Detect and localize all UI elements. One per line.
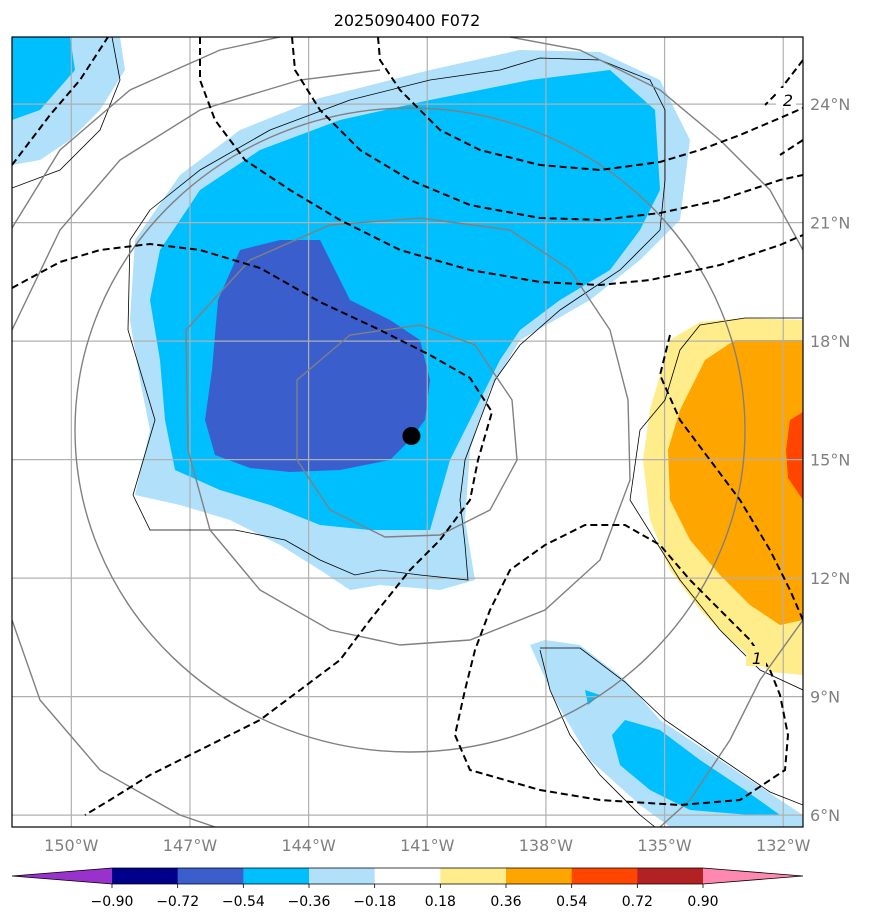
negative-anomaly-fill: [12, 37, 803, 827]
colorbar-tick-label: 0.90: [687, 894, 718, 910]
colorbar-segment: [506, 868, 573, 884]
lat-tick-label: 15°N: [810, 451, 850, 470]
lat-tick-label: 6°N: [810, 806, 840, 825]
longitude-labels: 150°W 147°W 144°W 141°W 138°W 135°W 132°W: [44, 836, 810, 855]
colorbar-tick-label: 0.18: [425, 894, 456, 910]
dashed-contours: [12, 37, 803, 816]
lon-tick-label: 150°W: [44, 836, 99, 855]
contour-label-2: 2: [783, 91, 793, 110]
colorbar-segment: [309, 868, 376, 884]
colorbar-segment: [243, 868, 310, 884]
colorbar-tick-label: 0.72: [622, 894, 653, 910]
colorbar-segment: [571, 868, 638, 884]
lat-tick-label: 12°N: [810, 569, 850, 588]
colorbar-segment: [112, 868, 179, 884]
contour-labels: 2 1: [746, 88, 796, 668]
colorbar-tick-label: −0.36: [288, 894, 331, 910]
lat-tick-label: 21°N: [810, 214, 850, 233]
lon-tick-label: 144°W: [281, 836, 336, 855]
lon-tick-label: 147°W: [163, 836, 218, 855]
colorbar-tick-label: −0.72: [156, 894, 199, 910]
contour-label-1: 1: [752, 649, 762, 668]
lon-tick-label: 135°W: [637, 836, 692, 855]
map-frame: [11, 36, 804, 828]
colorbar-tick-label: 0.36: [490, 894, 521, 910]
colorbar-tick-label: 0.54: [556, 894, 587, 910]
lon-tick-label: 141°W: [400, 836, 455, 855]
map-title: 2025090400 F072: [334, 11, 481, 30]
colorbar: −0.90 −0.72 −0.54 −0.36 −0.18 0.18 0.36 0.54 0.7…: [11, 867, 804, 910]
lat-tick-label: 18°N: [810, 332, 850, 351]
colorbar-extend-high: [703, 868, 803, 884]
colorbar-extend-low: [12, 868, 112, 884]
colorbar-segment: [374, 868, 441, 884]
lat-tick-label: 24°N: [810, 95, 850, 114]
lon-tick-label: 132°W: [756, 836, 811, 855]
storm-center-marker: [402, 426, 421, 445]
map-area: [12, 37, 803, 827]
colorbar-tick-label: −0.54: [222, 894, 265, 910]
colorbar-tick-label: −0.90: [91, 894, 134, 910]
colorbar-segment: [440, 868, 507, 884]
distance-rings: [12, 37, 803, 827]
colorbar-tick-label: −0.18: [353, 894, 396, 910]
gridlines: [12, 37, 803, 827]
colorbar-segment: [177, 868, 244, 884]
lat-tick-label: 9°N: [810, 688, 840, 707]
positive-anomaly-fill: [643, 318, 803, 675]
lon-tick-label: 138°W: [519, 836, 574, 855]
colorbar-segment: [637, 868, 704, 884]
latitude-labels: 24°N 21°N 18°N 15°N 12°N 9°N 6°N: [810, 95, 850, 825]
